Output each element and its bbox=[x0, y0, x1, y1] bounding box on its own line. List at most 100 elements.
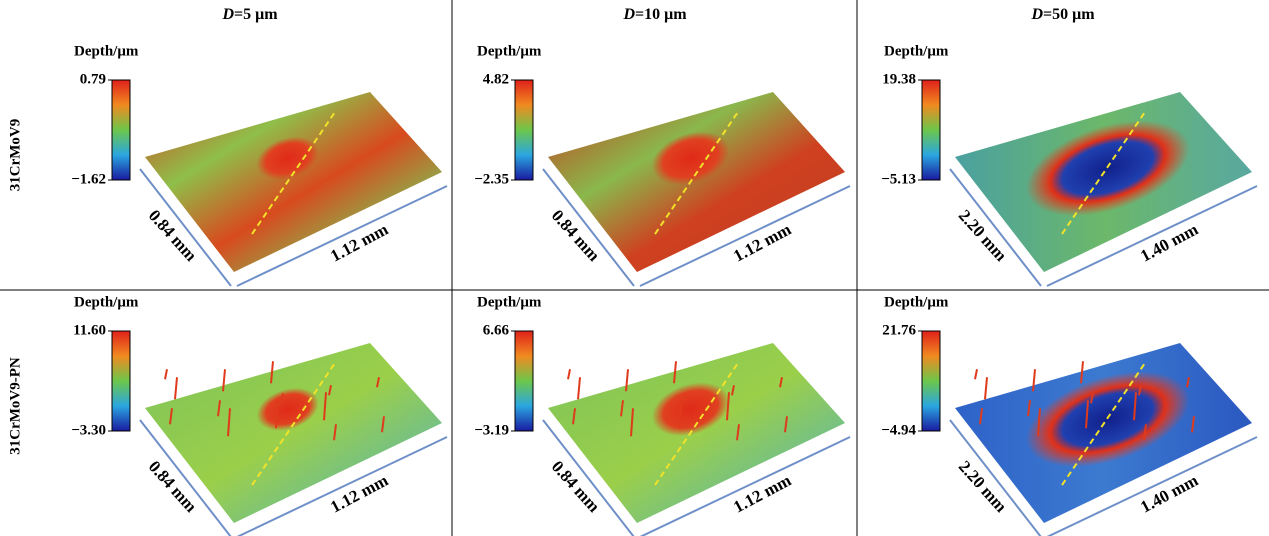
spike bbox=[275, 400, 279, 429]
colorbar-min: −3.30 bbox=[71, 422, 106, 438]
dimension-line bbox=[639, 436, 851, 536]
spike bbox=[1080, 361, 1084, 384]
colorbar-min: −4.94 bbox=[881, 422, 916, 438]
spike bbox=[280, 393, 284, 404]
spike bbox=[1090, 393, 1094, 404]
colorbar-max: 4.82 bbox=[483, 71, 509, 87]
header-variable: D bbox=[622, 6, 635, 23]
spike bbox=[979, 408, 983, 425]
header-text: =50 μm bbox=[1043, 6, 1095, 23]
spike bbox=[217, 400, 221, 417]
spike bbox=[678, 400, 682, 429]
spike bbox=[731, 385, 735, 396]
spike bbox=[381, 416, 385, 433]
dimension-label: 1.12 mm bbox=[730, 220, 794, 266]
colorbar-label: Depth/μm bbox=[74, 43, 139, 59]
spike bbox=[630, 408, 634, 437]
colorbar-max: 11.60 bbox=[73, 322, 106, 338]
dimension-label: 1.12 mm bbox=[327, 471, 391, 517]
spike bbox=[333, 424, 337, 441]
spike bbox=[1186, 377, 1190, 388]
row-label: 31CrMoV9 bbox=[7, 119, 23, 191]
spike bbox=[1191, 416, 1195, 433]
colorbar bbox=[514, 79, 534, 181]
surface bbox=[145, 343, 442, 523]
dimension-line bbox=[139, 168, 232, 287]
colorbar-label: Depth/μm bbox=[74, 294, 139, 310]
spike bbox=[270, 361, 274, 384]
spike bbox=[1032, 369, 1036, 392]
feature bbox=[256, 387, 319, 431]
column-header: D=10 μm bbox=[622, 6, 687, 23]
spike bbox=[169, 408, 173, 425]
dimension-line bbox=[542, 168, 635, 287]
header-variable: D bbox=[1030, 6, 1043, 23]
spike bbox=[625, 369, 629, 392]
spike bbox=[974, 369, 978, 380]
profile-line bbox=[251, 111, 336, 235]
colorbar bbox=[514, 330, 534, 432]
colorbar-min: −1.62 bbox=[71, 171, 106, 187]
colorbar-max: 0.79 bbox=[80, 71, 106, 87]
dimension-line bbox=[236, 185, 448, 287]
profile-line bbox=[1061, 362, 1146, 486]
spike bbox=[577, 377, 581, 400]
spike bbox=[784, 416, 788, 433]
dimension-label: 1.12 mm bbox=[730, 471, 794, 517]
colorbar-max: 21.76 bbox=[882, 322, 916, 338]
spike bbox=[673, 361, 677, 384]
spike bbox=[164, 369, 168, 380]
spike bbox=[1143, 424, 1147, 441]
profile-line bbox=[251, 362, 336, 486]
feature bbox=[256, 136, 319, 180]
dimension-line bbox=[949, 419, 1042, 536]
colorbar bbox=[111, 79, 131, 181]
spike bbox=[174, 377, 178, 400]
row-label: 31CrMoV9-PN bbox=[7, 357, 23, 455]
spike bbox=[620, 400, 624, 417]
spike bbox=[1133, 392, 1137, 421]
dimension-line bbox=[949, 168, 1042, 287]
spike bbox=[1085, 400, 1089, 429]
spike bbox=[984, 377, 988, 400]
dimension-line bbox=[1046, 436, 1258, 536]
dimension-line bbox=[139, 419, 232, 536]
colorbar-min: −5.13 bbox=[881, 171, 916, 187]
column-header: D=50 μm bbox=[1030, 6, 1095, 23]
dimension-label: 1.40 mm bbox=[1137, 220, 1201, 266]
spike bbox=[726, 392, 730, 421]
colorbar-label: Depth/μm bbox=[477, 294, 542, 310]
profile-line bbox=[654, 362, 739, 486]
colorbar-label: Depth/μm bbox=[477, 43, 542, 59]
spike bbox=[227, 408, 231, 437]
spike bbox=[1138, 385, 1142, 396]
spike bbox=[683, 393, 687, 404]
colorbar bbox=[921, 330, 941, 432]
spike bbox=[736, 424, 740, 441]
dimension-line bbox=[542, 419, 635, 536]
colorbar-max: 19.38 bbox=[882, 71, 916, 87]
profile-line bbox=[1061, 111, 1146, 235]
dimension-line bbox=[236, 436, 448, 536]
spike bbox=[323, 392, 327, 421]
colorbar bbox=[111, 330, 131, 432]
dimension-label: 1.12 mm bbox=[327, 220, 391, 266]
spike bbox=[779, 377, 783, 388]
header-variable: D bbox=[221, 6, 234, 23]
header-text: =5 μm bbox=[234, 6, 278, 23]
spike bbox=[1037, 408, 1041, 437]
feature bbox=[651, 131, 730, 186]
surface bbox=[145, 92, 442, 272]
header-text: =10 μm bbox=[635, 6, 687, 23]
spike bbox=[572, 408, 576, 425]
profile-line bbox=[654, 111, 739, 235]
spike bbox=[222, 369, 226, 392]
dimension-line bbox=[1046, 185, 1258, 287]
dimension-label: 1.40 mm bbox=[1137, 471, 1201, 517]
dimension-line bbox=[639, 185, 851, 287]
colorbar-min: −3.19 bbox=[474, 422, 509, 438]
feature bbox=[651, 382, 730, 437]
spike bbox=[376, 377, 380, 388]
